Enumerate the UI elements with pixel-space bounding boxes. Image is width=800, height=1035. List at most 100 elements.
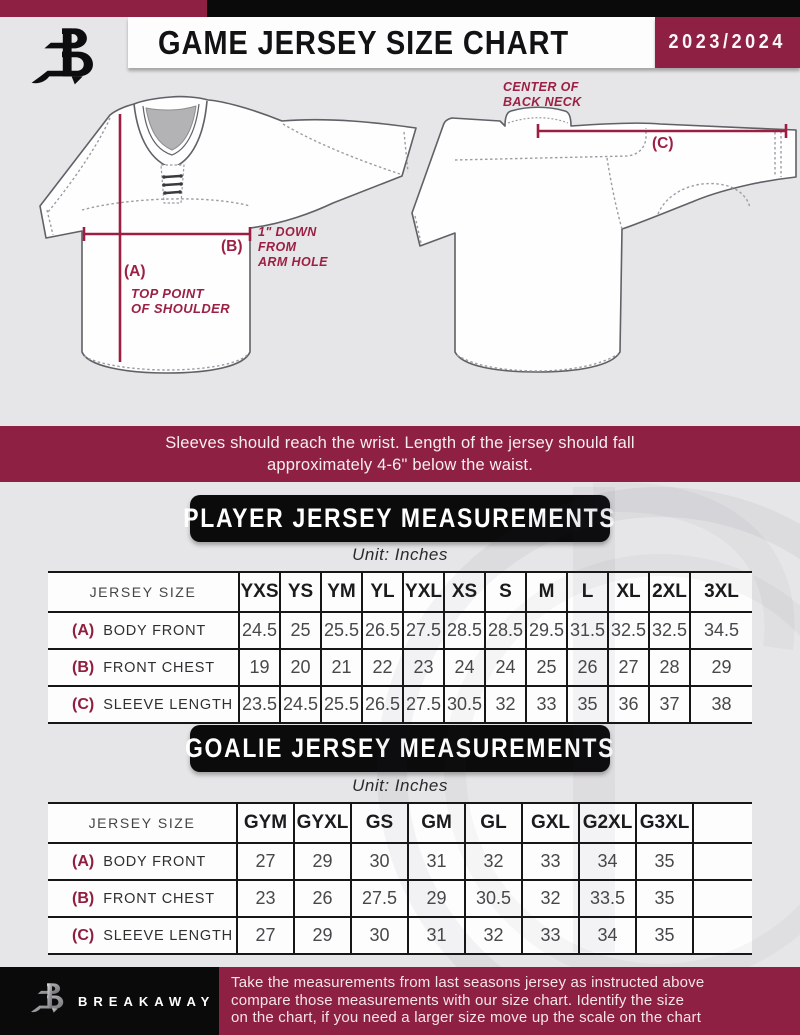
row-key: (A) bbox=[72, 852, 95, 870]
column-header-ys: YS bbox=[279, 573, 320, 611]
column-header-g2xl: G2XL bbox=[578, 804, 635, 842]
column-header-xl: XL bbox=[607, 573, 648, 611]
row-key: (B) bbox=[72, 658, 95, 676]
value-cell: 26 bbox=[293, 881, 350, 916]
footer-note-line2: compare those measurements with our size… bbox=[231, 991, 685, 1009]
value-cell: 29 bbox=[293, 918, 350, 953]
brand-name: BREAKAWAY bbox=[78, 993, 216, 1009]
column-header-3xl: 3XL bbox=[689, 573, 752, 611]
label-b: (B) bbox=[221, 238, 243, 255]
value-cell: 35 bbox=[635, 844, 692, 879]
label-a-desc-line1: TOP POINT bbox=[131, 286, 204, 301]
value-cell: 24 bbox=[443, 650, 484, 685]
value-cell: 36 bbox=[607, 687, 648, 722]
table-header-row: JERSEY SIZE YXS YS YM YL YXL XS S M L XL 2XL 3XL bbox=[48, 571, 752, 611]
row-key: (A) bbox=[72, 621, 95, 639]
goalie-size-table: JERSEY SIZE GYM GYXL GS GM GL GXL G2XL G3XL (A) BO… bbox=[48, 802, 752, 955]
value-cell: 32.5 bbox=[648, 613, 689, 648]
row-name: FRONT CHEST bbox=[103, 890, 215, 907]
row-name: SLEEVE LENGTH bbox=[103, 927, 233, 944]
value-cell: 23 bbox=[402, 650, 443, 685]
breakaway-logo-icon bbox=[31, 28, 94, 85]
value-cell: 27 bbox=[236, 844, 293, 879]
column-header-yxs: YXS bbox=[238, 573, 279, 611]
value-cell: 27 bbox=[607, 650, 648, 685]
column-header-jersey-size: JERSEY SIZE bbox=[88, 815, 196, 831]
table-row: (B) FRONT CHEST 23 26 27.5 29 30.5 32 33.5 35 bbox=[48, 879, 752, 916]
season-label: 2023/2024 bbox=[668, 31, 787, 53]
blank-cell bbox=[692, 844, 752, 879]
value-cell: 23 bbox=[236, 881, 293, 916]
value-cell: 22 bbox=[361, 650, 402, 685]
banner-line2: approximately 4-6" below the waist. bbox=[267, 456, 533, 474]
label-a: (A) bbox=[124, 263, 146, 280]
value-cell: 33 bbox=[521, 918, 578, 953]
column-header-gym: GYM bbox=[236, 804, 293, 842]
row-label: (C) SLEEVE LENGTH bbox=[48, 918, 236, 953]
row-name: SLEEVE LENGTH bbox=[103, 696, 233, 713]
row-label: (A) BODY FRONT bbox=[48, 844, 236, 879]
value-cell: 31.5 bbox=[566, 613, 607, 648]
value-cell: 25 bbox=[525, 650, 566, 685]
value-cell: 24.5 bbox=[238, 613, 279, 648]
blank-cell bbox=[692, 804, 752, 842]
title-box: GAME JERSEY SIZE CHART bbox=[128, 17, 655, 68]
footer-note-line1: Take the measurements from last seasons … bbox=[231, 974, 705, 991]
column-header-gm: GM bbox=[407, 804, 464, 842]
table-row: (B) FRONT CHEST 19 20 21 22 23 24 24 25 26 27 28 29 bbox=[48, 648, 752, 685]
banner-line1: Sleeves should reach the wrist. Length o… bbox=[165, 434, 635, 452]
value-cell: 25.5 bbox=[320, 613, 361, 648]
value-cell: 29 bbox=[689, 650, 752, 685]
value-cell: 33.5 bbox=[578, 881, 635, 916]
value-cell: 34 bbox=[578, 844, 635, 879]
value-cell: 31 bbox=[407, 844, 464, 879]
footer-note: Take the measurements from last seasons … bbox=[231, 974, 704, 1027]
value-cell: 27.5 bbox=[350, 881, 407, 916]
value-cell: 30 bbox=[350, 918, 407, 953]
jersey-diagrams bbox=[39, 95, 797, 374]
value-cell: 24.5 bbox=[279, 687, 320, 722]
label-a-desc-line2: OF SHOULDER bbox=[131, 301, 231, 316]
breakaway-logo-footer-icon bbox=[31, 983, 64, 1013]
value-cell: 32 bbox=[484, 687, 525, 722]
row-name: BODY FRONT bbox=[103, 622, 207, 639]
column-header-2xl: 2XL bbox=[648, 573, 689, 611]
value-cell: 21 bbox=[320, 650, 361, 685]
value-cell: 33 bbox=[525, 687, 566, 722]
column-header-g3xl: G3XL bbox=[635, 804, 692, 842]
value-cell: 19 bbox=[238, 650, 279, 685]
value-cell: 34 bbox=[578, 918, 635, 953]
row-key: (C) bbox=[72, 695, 95, 713]
value-cell: 35 bbox=[566, 687, 607, 722]
value-cell: 25 bbox=[279, 613, 320, 648]
table-row: (C) SLEEVE LENGTH 27 29 30 31 32 33 34 35 bbox=[48, 916, 752, 955]
value-cell: 30.5 bbox=[443, 687, 484, 722]
table-header-row: JERSEY SIZE GYM GYXL GS GM GL GXL G2XL G3XL bbox=[48, 802, 752, 842]
footer: BREAKAWAY Take the measurements from las… bbox=[0, 967, 800, 1035]
value-cell: 29 bbox=[407, 881, 464, 916]
value-cell: 32.5 bbox=[607, 613, 648, 648]
value-cell: 32 bbox=[464, 918, 521, 953]
column-header-gxl: GXL bbox=[521, 804, 578, 842]
row-label: (A) BODY FRONT bbox=[48, 613, 238, 648]
value-cell: 30.5 bbox=[464, 881, 521, 916]
value-cell: 27 bbox=[236, 918, 293, 953]
column-header-yxl: YXL bbox=[402, 573, 443, 611]
player-size-table: JERSEY SIZE YXS YS YM YL YXL XS S M L XL 2XL 3XL (A) B… bbox=[48, 571, 752, 724]
column-header-l: L bbox=[566, 573, 607, 611]
value-cell: 28.5 bbox=[443, 613, 484, 648]
table-row: (A) BODY FRONT 27 29 30 31 32 33 34 35 bbox=[48, 842, 752, 879]
footer-note-line3: on the chart, if you need a larger size … bbox=[231, 1009, 702, 1026]
row-label: (C) SLEEVE LENGTH bbox=[48, 687, 238, 722]
row-label: (B) FRONT CHEST bbox=[48, 650, 238, 685]
column-header-yl: YL bbox=[361, 573, 402, 611]
player-section-title: PLAYER JERSEY MEASUREMENTS bbox=[183, 503, 617, 533]
row-key: (B) bbox=[72, 889, 95, 907]
column-header-jersey-size: JERSEY SIZE bbox=[89, 584, 197, 600]
label-b-desc-line3: ARM HOLE bbox=[258, 255, 328, 269]
value-cell: 26.5 bbox=[361, 613, 402, 648]
value-cell: 28 bbox=[648, 650, 689, 685]
goalie-section-header: GOALIE JERSEY MEASUREMENTS bbox=[185, 725, 613, 772]
value-cell: 20 bbox=[279, 650, 320, 685]
